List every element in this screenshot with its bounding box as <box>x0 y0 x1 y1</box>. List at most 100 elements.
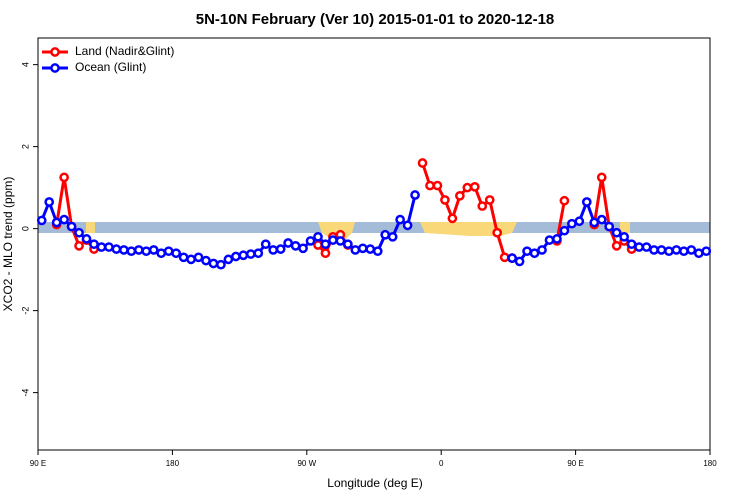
data-point <box>74 227 84 238</box>
data-point <box>350 245 361 255</box>
data-point <box>328 235 338 245</box>
data-point <box>402 220 413 231</box>
y-tick-label: 0 <box>20 226 30 231</box>
x-tick-label: 180 <box>166 459 180 468</box>
data-point <box>387 231 398 242</box>
data-point <box>96 242 107 252</box>
x-tick-label: 90 E <box>567 459 583 468</box>
y-tick-label: -4 <box>20 389 30 397</box>
data-point <box>208 258 219 269</box>
chart-title: 5N-10N February (Ver 10) 2015-01-01 to 2… <box>196 11 555 28</box>
data-point <box>126 246 137 257</box>
data-point <box>59 172 69 183</box>
data-point <box>432 180 443 191</box>
data-point <box>440 195 450 205</box>
legend-marker <box>50 47 60 57</box>
data-point <box>44 197 55 207</box>
data-point <box>171 248 181 259</box>
data-point <box>514 256 525 267</box>
data-point <box>74 240 84 251</box>
data-point <box>380 229 391 240</box>
data-point <box>686 245 697 255</box>
data-point <box>596 172 607 183</box>
data-point <box>477 201 488 211</box>
data-point <box>148 245 159 255</box>
data-point <box>484 195 495 205</box>
data-point <box>357 243 368 254</box>
legend-label: Ocean (Glint) <box>75 60 146 74</box>
data-point <box>186 254 196 265</box>
data-point <box>320 248 331 259</box>
data-point <box>679 246 689 257</box>
plot-frame <box>37 37 711 451</box>
data-point <box>596 214 607 225</box>
data-point <box>641 242 652 252</box>
data-point <box>365 244 376 254</box>
data-point <box>372 246 383 257</box>
data-point <box>552 234 562 244</box>
data-point <box>499 252 510 263</box>
data-point <box>201 255 211 266</box>
data-point <box>81 234 92 244</box>
data-point <box>589 217 600 228</box>
data-point <box>133 245 144 255</box>
data-point <box>522 246 532 257</box>
data-point <box>141 246 152 257</box>
data-point <box>163 246 174 257</box>
data-point <box>574 216 585 227</box>
data-point <box>619 231 629 242</box>
data-point <box>611 240 622 251</box>
data-point <box>59 214 69 225</box>
y-axis-label: XCO2 - MLO trend (ppm) <box>1 177 15 312</box>
data-point <box>604 221 615 232</box>
data-point <box>283 238 293 248</box>
data-point <box>313 240 323 250</box>
data-point <box>335 236 346 246</box>
data-point <box>253 248 264 259</box>
data-point <box>119 245 129 255</box>
data-point <box>417 158 428 168</box>
data-point <box>305 236 316 246</box>
x-tick-label: 0 <box>439 459 444 468</box>
data-point <box>581 197 592 207</box>
data-point <box>320 239 331 250</box>
data-point <box>455 190 465 201</box>
data-point <box>529 248 540 259</box>
data-point <box>223 254 234 265</box>
data-point <box>701 246 712 257</box>
data-point <box>178 252 189 263</box>
data-point <box>537 245 547 255</box>
data-point <box>260 239 271 250</box>
data-point <box>36 215 47 226</box>
y-tick-label: 4 <box>20 62 30 67</box>
data-point <box>611 227 622 238</box>
data-point <box>231 251 241 262</box>
data-point <box>664 246 674 257</box>
data-point <box>693 248 704 259</box>
data-point <box>656 245 667 255</box>
data-point <box>462 182 473 193</box>
data-point <box>649 245 659 255</box>
data-point <box>544 235 555 245</box>
data-point <box>268 245 279 255</box>
data-point <box>111 244 122 254</box>
data-point <box>290 240 301 251</box>
data-point <box>104 242 114 252</box>
data-point <box>447 213 458 224</box>
y-tick-label: -2 <box>20 307 30 315</box>
data-point <box>156 248 167 259</box>
x-axis-label: Longitude (deg E) <box>327 476 422 490</box>
y-tick-label: 2 <box>20 144 30 149</box>
x-tick-label: 180 <box>703 459 717 468</box>
data-point <box>567 218 577 229</box>
data-point <box>626 239 637 250</box>
legend-label: Land (Nadir&Glint) <box>75 44 174 58</box>
data-point <box>492 227 503 238</box>
data-point <box>343 239 353 250</box>
legend-marker <box>50 63 60 73</box>
x-tick-label: 90 E <box>30 459 46 468</box>
data-point <box>425 180 435 191</box>
data-point <box>245 249 256 259</box>
data-point <box>507 253 517 263</box>
